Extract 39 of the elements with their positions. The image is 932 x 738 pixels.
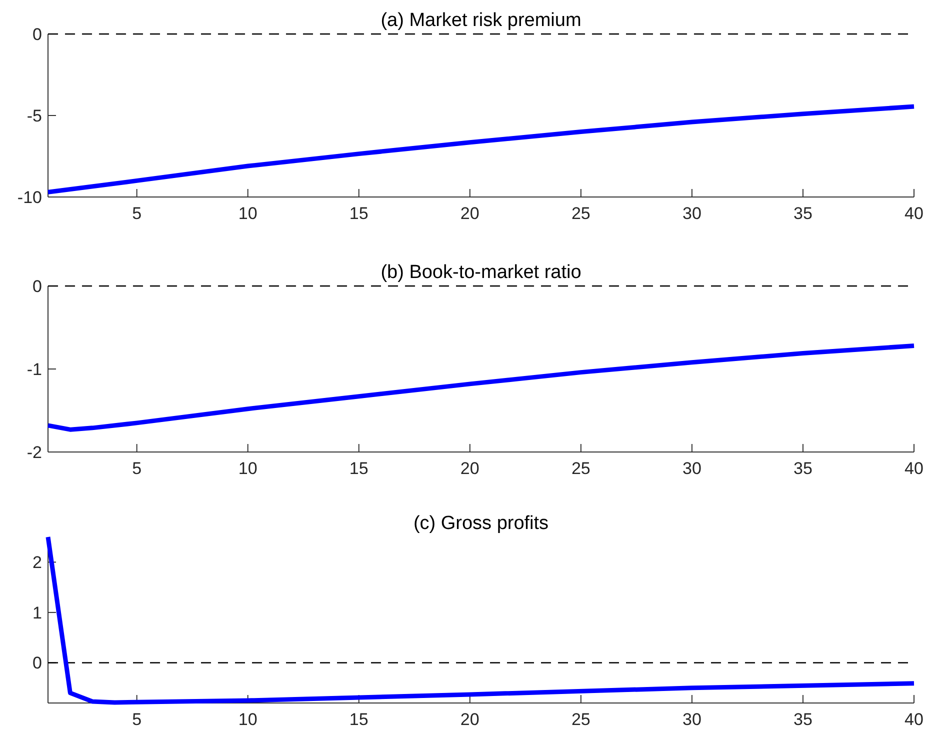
x-tick-label: 30 [682, 459, 702, 478]
x-tick-label: 15 [349, 710, 368, 729]
x-tick-label: 5 [132, 710, 142, 729]
chart-title: (a) Market risk premium [380, 10, 582, 31]
y-tick-label: -2 [26, 442, 42, 462]
x-tick-label: 5 [132, 204, 142, 223]
x-tick-label: 10 [238, 459, 258, 478]
x-tick-label: 10 [238, 710, 258, 729]
y-tick-label: 1 [32, 603, 42, 622]
x-tick-label: 15 [349, 204, 368, 223]
x-tick-label: 35 [794, 459, 812, 478]
x-tick-label: 10 [238, 204, 258, 223]
x-tick-label: 15 [349, 459, 368, 478]
y-tick-label: -1 [26, 360, 42, 379]
y-tick-label: 0 [32, 654, 42, 673]
chart-title: (c) Gross profits [413, 513, 549, 534]
x-tick-label: 35 [794, 204, 812, 223]
line-series [46, 104, 916, 194]
x-tick-label: 25 [571, 459, 590, 478]
x-tick-label: 30 [682, 710, 702, 729]
x-tick-label: 20 [460, 204, 480, 223]
line-series [46, 344, 916, 432]
x-tick-label: 40 [904, 459, 924, 478]
y-tick-label: 0 [32, 276, 42, 296]
y-tick-label: 0 [32, 24, 42, 44]
chart-title: (b) Book-to-market ratio [380, 262, 582, 283]
x-tick-label: 20 [460, 459, 480, 478]
x-tick-label: 25 [571, 710, 590, 729]
line-series [46, 534, 916, 705]
x-tick-label: 25 [571, 204, 590, 223]
x-tick-label: 30 [682, 204, 702, 223]
y-tick-label: -10 [17, 188, 42, 207]
x-tick-label: 5 [132, 459, 142, 478]
x-tick-label: 20 [460, 710, 480, 729]
x-tick-label: 35 [794, 710, 812, 729]
x-tick-label: 40 [904, 204, 924, 223]
y-tick-label: 2 [32, 553, 42, 572]
y-tick-label: -5 [26, 106, 42, 126]
x-tick-label: 40 [904, 710, 924, 729]
